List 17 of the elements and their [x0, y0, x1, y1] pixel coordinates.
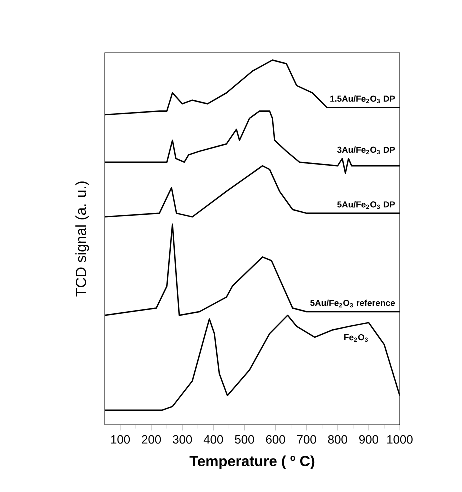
x-tick-label: 100 [111, 435, 130, 444]
series-label: 1.5Au/Fe$_{2}$O$_{3}$ DP [330, 96, 396, 104]
x-tick-label: 600 [266, 435, 286, 444]
x-axis-title: Temperature ( º C) [190, 456, 315, 470]
x-tick-label: 200 [142, 435, 162, 444]
x-tick-label: 800 [328, 435, 348, 444]
x-tick-label: 900 [359, 435, 378, 444]
series-label: 5Au/Fe$_{2}$O$_{3}$ DP [338, 201, 396, 210]
y-axis-title: TCD signal (a. u.) [76, 182, 90, 297]
x-tick-label: 400 [204, 435, 224, 444]
series-label: 3Au/Fe$_{2}$O$_{3}$ DP [337, 146, 396, 154]
x-tick-label: 1000 [388, 435, 413, 444]
x-tick-label: 700 [297, 435, 316, 444]
series-label: Fe$_{2}$O$_{3}$ [344, 334, 368, 342]
x-tick-label: 300 [173, 435, 192, 444]
series-label: 5Au/Fe$_{2}$O$_{3}$ reference [310, 300, 396, 308]
x-tick-label: 500 [235, 435, 254, 444]
